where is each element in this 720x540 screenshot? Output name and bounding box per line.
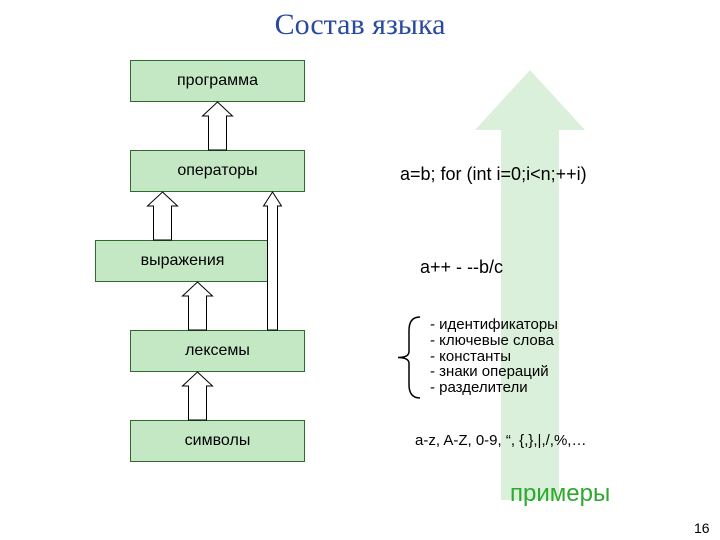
node-program: программа [130,60,305,102]
slide-title: Состав языка [0,8,720,42]
node-expressions: выражения [95,240,270,282]
expressions-example-text: a++ - --b/c [420,257,503,278]
lexemes-list-item: - разделители [430,380,558,396]
symbols-example-text: a-z, A-Z, 0-9, “, {,},|,/,%,… [415,432,586,449]
node-operators: операторы [130,150,305,192]
lexemes-list: - идентификаторы- ключевые слова- конста… [430,317,558,396]
node-symbols: символы [130,420,305,462]
lexemes-list-item: - знаки операций [430,364,558,380]
lexemes-list-item: - идентификаторы [430,317,558,333]
lexemes-list-item: - ключевые слова [430,333,558,349]
lexemes-list-item: - константы [430,349,558,365]
page-number: 16 [694,520,710,536]
operators-example-text: a=b; for (int i=0;i<n;++i) [400,164,587,185]
node-lexemes: лексемы [130,330,305,372]
examples-label: примеры [510,480,610,508]
